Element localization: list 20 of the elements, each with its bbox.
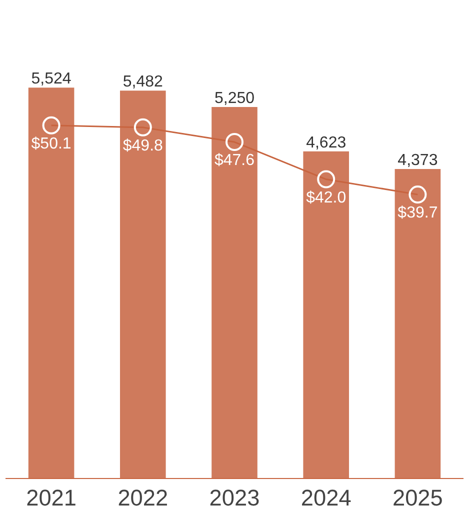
data-label: 5,482 — [122, 74, 164, 91]
data-label: $39.7 — [398, 204, 438, 222]
x-tick-label: 2021 — [26, 484, 77, 508]
data-label: $47.6 — [214, 152, 255, 170]
data-label: $50.1 — [31, 135, 72, 152]
x-tick-label: 2022 — [118, 484, 168, 508]
bar — [212, 106, 258, 478]
data-label: $42.0 — [306, 189, 346, 206]
x-tick-label: 2024 — [300, 484, 352, 508]
bar — [28, 88, 74, 478]
data-label: 4,373 — [398, 152, 438, 170]
data-label: 5,524 — [31, 70, 72, 88]
data-label: 5,250 — [214, 90, 255, 107]
bar — [303, 151, 349, 478]
bar — [120, 90, 166, 478]
data-label: $49.8 — [122, 137, 164, 154]
bar — [394, 169, 441, 478]
x-tick-label: 2023 — [209, 484, 260, 508]
data-label: 4,623 — [306, 134, 346, 152]
x-tick-label: 2025 — [392, 484, 443, 508]
